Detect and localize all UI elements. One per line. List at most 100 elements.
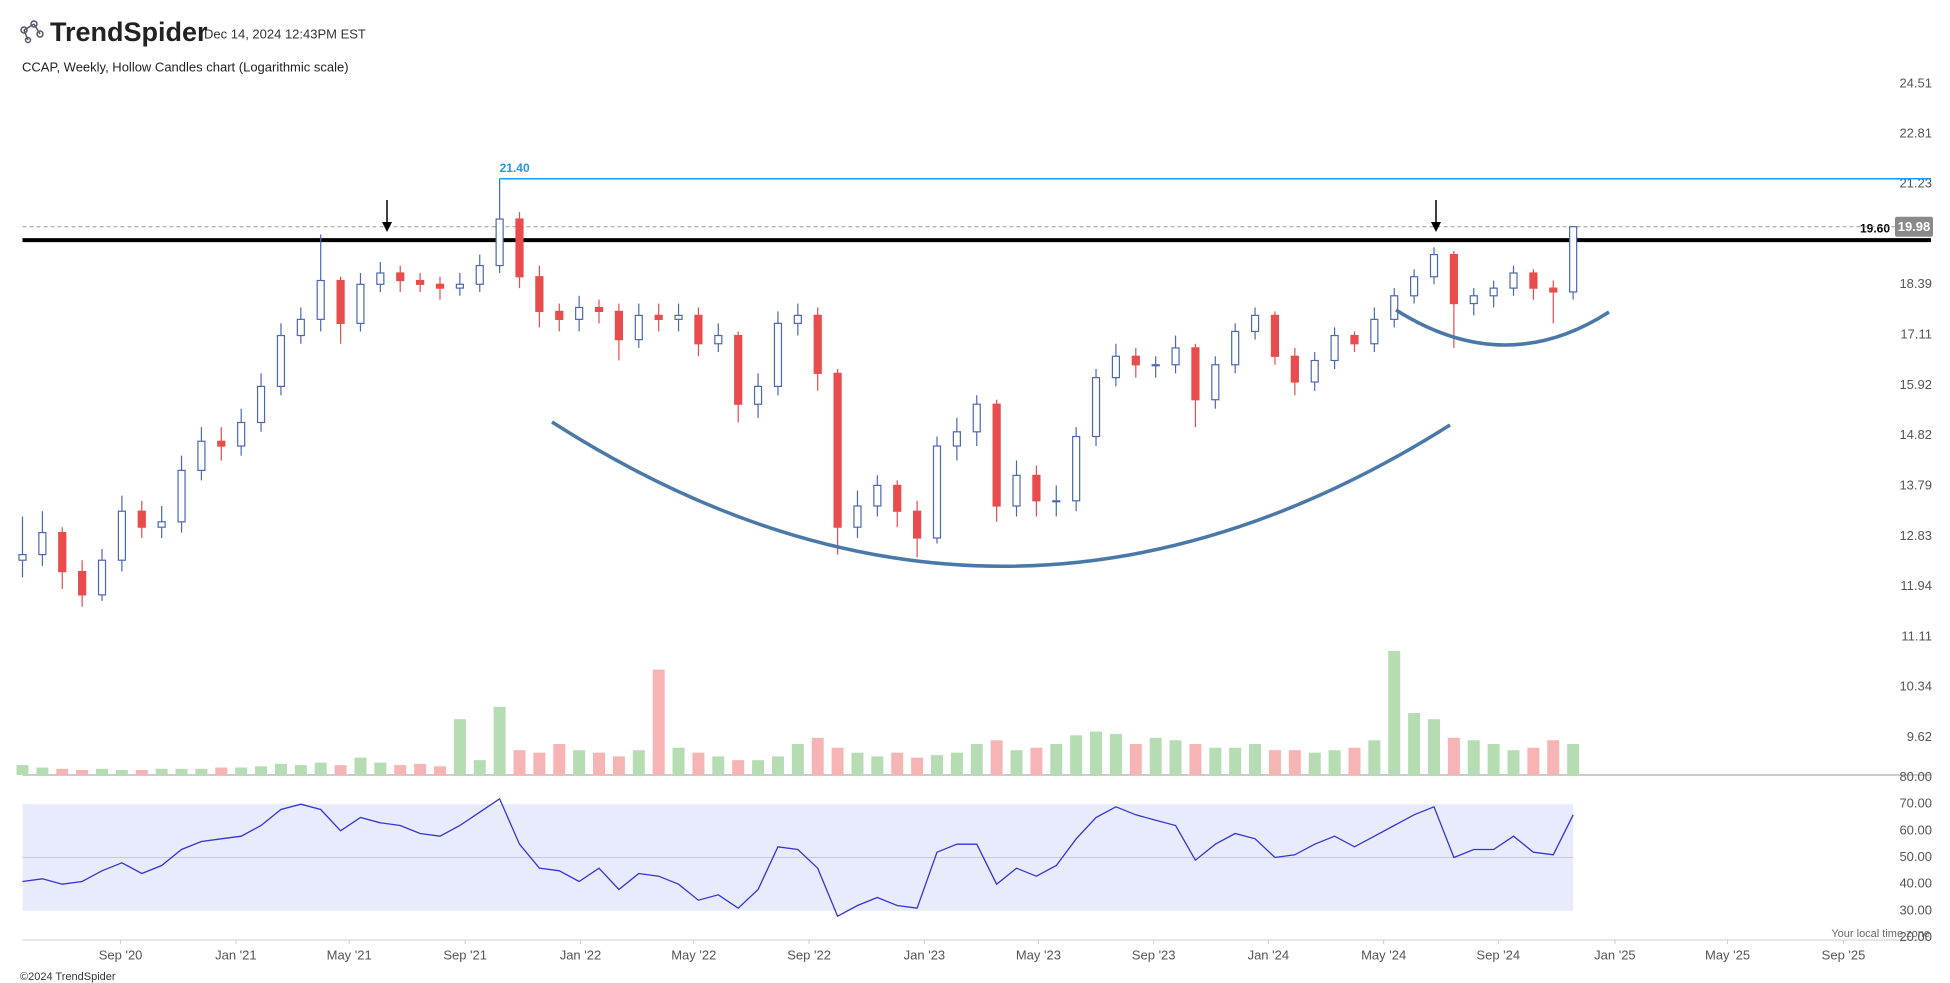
candle-body xyxy=(992,403,1001,507)
volume-bar xyxy=(1567,744,1580,775)
y-tick-label: 13.79 xyxy=(1899,477,1932,492)
volume-bar xyxy=(1090,731,1103,775)
candle-body xyxy=(177,469,186,523)
volume-bar xyxy=(930,755,943,775)
candle-body xyxy=(296,318,305,337)
volume-bar xyxy=(970,744,983,775)
y-tick-label: 18.39 xyxy=(1899,276,1932,291)
volume-bar xyxy=(1388,651,1401,775)
candle-body xyxy=(952,431,961,447)
candle-body xyxy=(694,314,703,345)
volume-bar xyxy=(1189,744,1202,775)
candle-body xyxy=(1072,435,1081,502)
candle-body xyxy=(1330,334,1339,362)
rsi-tick-label: 30.00 xyxy=(1899,902,1932,917)
volume-bar xyxy=(1328,750,1341,775)
rsi-line xyxy=(22,797,1574,918)
candle-body xyxy=(1012,474,1021,507)
candle-body xyxy=(1032,474,1041,502)
x-tick-label: Sep '22 xyxy=(787,947,831,962)
x-tick-label: Jan '22 xyxy=(560,947,602,962)
candle-body xyxy=(137,510,146,528)
volume-bar xyxy=(314,762,327,775)
volume-bar xyxy=(1169,740,1182,775)
volume-bar xyxy=(1149,737,1162,775)
volume-bar xyxy=(1368,740,1381,775)
x-tick-label: Sep '24 xyxy=(1476,947,1520,962)
candle-body xyxy=(97,559,107,596)
candle-body xyxy=(435,283,445,289)
candle-body xyxy=(1509,272,1518,289)
volume-bar xyxy=(1447,737,1460,775)
candle-body xyxy=(58,531,67,573)
x-tick-label: Sep '21 xyxy=(443,947,487,962)
volume-bar xyxy=(1030,747,1043,775)
candle-body xyxy=(1250,314,1260,333)
volume-bar xyxy=(1408,713,1421,775)
volume-bar xyxy=(155,768,168,775)
volume-bar xyxy=(573,750,586,775)
volume-bar xyxy=(255,766,268,775)
candle-body xyxy=(157,521,166,528)
volume-bar xyxy=(752,760,765,775)
copyright: ©2024 TrendSpider xyxy=(20,971,116,983)
candle-body xyxy=(1171,347,1180,366)
volume-bar xyxy=(632,750,645,775)
candle-body xyxy=(455,283,464,289)
volume-bar xyxy=(1249,744,1262,775)
candle-body xyxy=(753,385,763,405)
candle-body xyxy=(1191,347,1200,401)
volume-bar xyxy=(1507,750,1520,775)
volume-bar xyxy=(414,763,427,775)
candle-body xyxy=(475,264,484,285)
price-badge-label: 19.98 xyxy=(1898,219,1931,234)
candle-body xyxy=(932,445,942,539)
volume-bar xyxy=(473,760,486,775)
candle-body xyxy=(773,322,783,387)
candle-body xyxy=(555,310,564,320)
rsi-tick-label: 40.00 xyxy=(1899,876,1932,891)
candle-body xyxy=(495,218,504,267)
y-tick-label: 24.51 xyxy=(1899,75,1932,90)
arrow-head xyxy=(382,222,392,232)
x-tick-label: May '22 xyxy=(671,947,716,962)
volume-bar xyxy=(950,752,963,775)
volume-bar xyxy=(76,770,89,775)
candle-body xyxy=(1549,287,1558,293)
volume-bar xyxy=(652,669,665,775)
candle-body xyxy=(356,283,365,324)
candle-body xyxy=(972,403,981,433)
candle-body xyxy=(893,484,902,512)
candle-body xyxy=(1429,253,1439,278)
candle-body xyxy=(1529,272,1538,289)
volume-bar xyxy=(1348,747,1361,775)
volume-bar xyxy=(891,752,904,775)
volume-bar xyxy=(1209,747,1222,775)
y-tick-label: 9.62 xyxy=(1907,729,1932,744)
volume-bar xyxy=(235,767,248,775)
volume-bar xyxy=(871,756,884,775)
y-tick-label: 14.82 xyxy=(1899,427,1932,442)
rsi-tick-label: 70.00 xyxy=(1899,796,1932,811)
timestamp: Dec 14, 2024 12:43PM EST xyxy=(204,26,366,41)
volume-bar xyxy=(1288,750,1301,775)
x-tick-label: Sep '25 xyxy=(1822,947,1866,962)
volume-bar xyxy=(215,767,228,775)
candle-body xyxy=(316,279,325,320)
candle-body xyxy=(276,334,286,387)
volume-bar xyxy=(433,766,446,775)
candle-body xyxy=(197,440,206,471)
x-tick-label: Sep '20 xyxy=(99,947,143,962)
rsi-tick-label: 80.00 xyxy=(1899,769,1932,784)
candle-body xyxy=(1350,334,1359,345)
candle-body xyxy=(1290,355,1299,383)
candle-body xyxy=(1370,318,1379,345)
volume-bar xyxy=(175,768,188,775)
y-tick-label: 15.92 xyxy=(1899,377,1932,392)
x-tick-label: Jan '23 xyxy=(904,947,946,962)
candle-body xyxy=(853,505,862,528)
cup-arc xyxy=(551,420,1451,568)
candle-body xyxy=(1091,377,1101,438)
